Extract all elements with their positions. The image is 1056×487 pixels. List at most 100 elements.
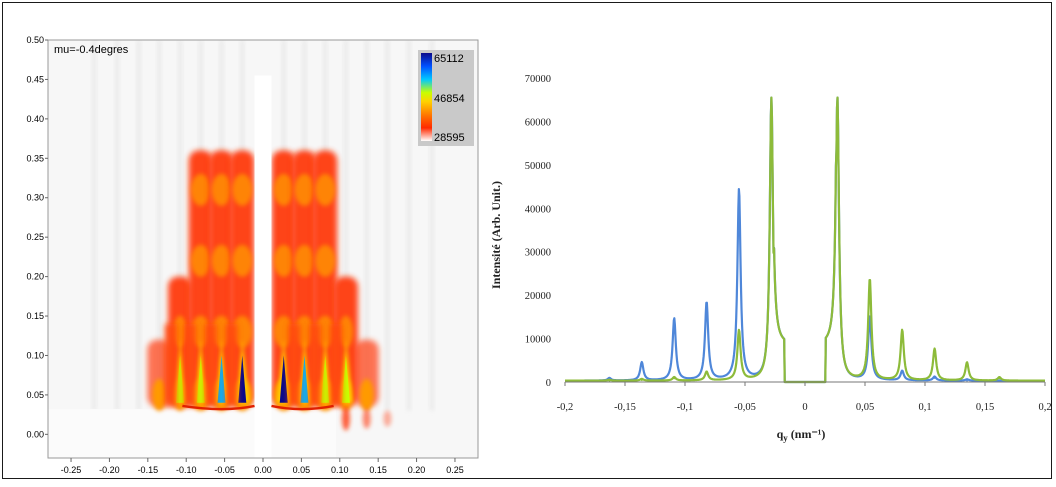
outer-peak	[362, 408, 371, 429]
intensity-lobe	[338, 315, 353, 348]
colorbar-max-label: 65112	[434, 53, 464, 65]
profile-peak-point	[836, 96, 839, 99]
profile-peak-point	[673, 377, 675, 380]
x-tick-label: 0,05	[856, 402, 874, 413]
y-tick-label: 0.15	[26, 311, 44, 321]
intensity-peak	[300, 355, 309, 403]
y-tick-label: 0.50	[26, 35, 44, 45]
y-tick-label: 70000	[525, 74, 551, 85]
intensity-peak	[341, 355, 350, 403]
x-tick-label: 0.00	[254, 465, 272, 475]
x-tick-label: 0,1	[918, 402, 931, 413]
x-tick-label: -0,15	[614, 402, 636, 413]
heatmap-streak	[136, 40, 141, 411]
beamstop-region	[48, 409, 336, 458]
profile-peak-point	[705, 303, 708, 305]
x-tick-label: 0	[802, 402, 807, 413]
y-tick-label: 10000	[525, 335, 551, 346]
heatmap-annotation: mu=-0.4degres	[54, 44, 129, 56]
x-tick-label: 0.05	[293, 465, 311, 475]
intensity-peak	[279, 355, 288, 403]
colorbar-gradient	[421, 53, 432, 141]
intensity-lobe	[315, 244, 336, 277]
intensity-bridge	[204, 323, 217, 407]
x-tick-label: 0,2	[1038, 402, 1051, 413]
colorbar-min-label: 28595	[434, 132, 465, 144]
intensity-lobe	[211, 173, 232, 206]
intensity-lobe	[190, 173, 211, 206]
heatmap-streak	[115, 40, 120, 411]
intensity-lobe	[273, 244, 294, 277]
x-axis-label: qy (nm⁻¹)	[777, 427, 826, 443]
x-tick-label: 0.25	[446, 465, 464, 475]
profile-peak-point	[933, 349, 936, 352]
y-tick-label: 0.10	[26, 350, 44, 360]
x-tick-label: -0,1	[677, 402, 694, 413]
x-tick-label: -0,2	[557, 402, 574, 413]
profile-peak-point	[673, 319, 675, 321]
intensity-lobe	[359, 378, 374, 411]
intensity-lobe	[232, 173, 253, 206]
intensity-lobe	[232, 244, 253, 277]
y-tick-label: 40000	[525, 204, 551, 215]
heatmap-streak	[429, 40, 434, 411]
profile-peak-point	[901, 330, 903, 333]
y-tick-label: 0.25	[26, 232, 44, 242]
y-tick-label: 0.45	[26, 74, 44, 84]
y-tick-label: 0.35	[26, 153, 44, 163]
x-tick-label: 0,15	[976, 402, 994, 413]
intensity-peak	[238, 355, 247, 403]
colorbar-mid-label: 46854	[434, 93, 465, 105]
x-tick-label: -0.15	[138, 465, 159, 475]
intensity-lobe	[152, 378, 167, 411]
x-tick-label: 0.20	[408, 465, 426, 475]
intensity-lobe	[294, 244, 315, 277]
y-tick-label: 50000	[525, 161, 551, 172]
profile-peak-point	[641, 362, 643, 365]
intensity-lobe	[315, 173, 336, 206]
profile-peak-point	[869, 280, 871, 282]
y-tick-label: 20000	[525, 291, 551, 302]
line-profile-chart: 0 10000 20000 30000 40000 50000 60000 70000 -0,2…	[489, 74, 1052, 443]
profile-peak-point	[901, 371, 903, 374]
heatmap-streak	[92, 40, 97, 411]
x-tick-label: 0.15	[369, 465, 387, 475]
intensity-bridge	[329, 323, 342, 407]
heatmap-streak	[406, 40, 411, 411]
profile-peak-point	[738, 331, 740, 333]
profile-peak-point	[705, 372, 708, 375]
x-tick-label: -0.05	[214, 465, 235, 475]
x-tick-label: -0,05	[734, 402, 756, 413]
y-tick-label: 0.20	[26, 272, 44, 282]
x-tick-label: -0.20	[99, 465, 120, 475]
x-tick-label: -0.10	[176, 465, 197, 475]
gisaxs-map-panel: -0.25 -0.20 -0.15 -0.10 -0.05 0.00 0.05 0.10 0.1…	[0, 0, 490, 482]
intensity-peak	[217, 355, 226, 403]
intensity-bridge	[288, 323, 301, 407]
colorbar-legend: 65112 46854 28595	[418, 50, 474, 146]
profile-series-line	[564, 96, 1046, 384]
y-tick-label: 0	[546, 378, 551, 389]
intensity-peak	[176, 355, 185, 403]
intensity-bridge	[184, 323, 197, 407]
profile-peak-point	[966, 362, 968, 365]
heatmap-streak	[178, 40, 183, 411]
intensity-lobe	[273, 173, 294, 206]
intensity-lobe	[190, 244, 211, 277]
gisaxs-heatmap: -0.25 -0.20 -0.15 -0.10 -0.05 0.00 0.05 0.10 0.1…	[26, 35, 479, 475]
profile-peak-point	[869, 316, 871, 319]
heatmap-streak	[157, 40, 162, 411]
y-axis-label: Intensité (Arb. Unit.)	[489, 181, 503, 289]
profile-peak-point	[770, 96, 773, 99]
intensity-lobe	[294, 173, 315, 206]
intensity-bridge	[309, 323, 322, 407]
y-tick-label: 60000	[525, 117, 551, 128]
y-tick-label: 0.30	[26, 193, 44, 203]
heatmap-streak	[385, 40, 390, 411]
intensity-lobe	[211, 244, 232, 277]
outer-peak	[383, 410, 392, 427]
profile-peak-point	[933, 377, 936, 379]
profile-peak-point	[966, 379, 968, 382]
horizon-line	[182, 404, 334, 411]
profile-series-line	[564, 96, 1046, 384]
